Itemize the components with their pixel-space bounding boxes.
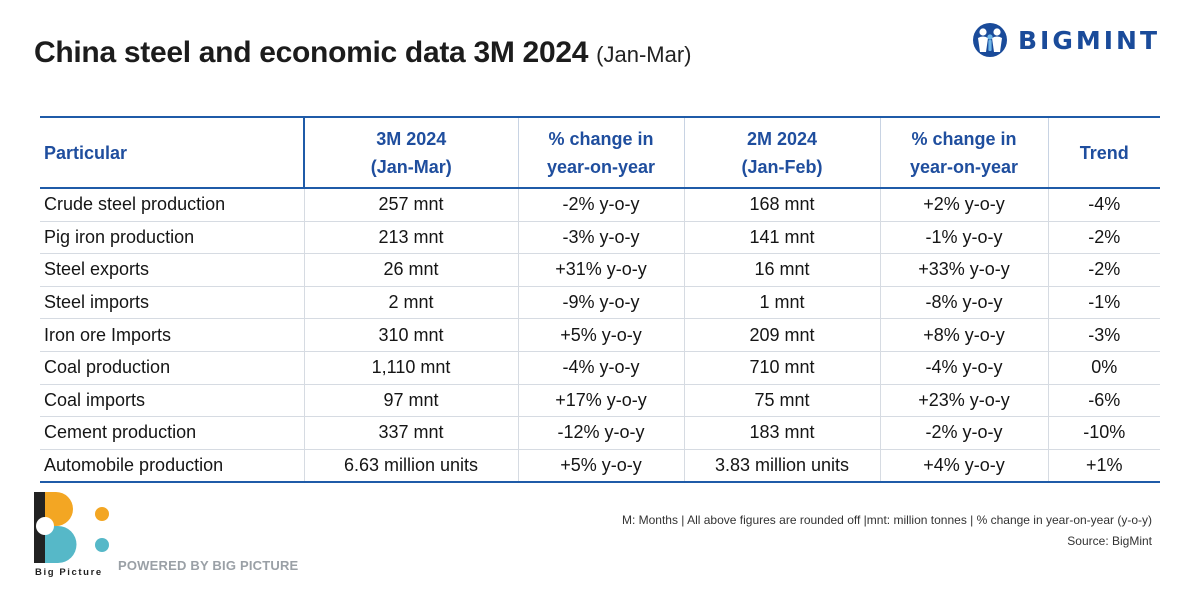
column-header-line: % change in — [548, 128, 654, 149]
source-note: Source: BigMint — [1067, 534, 1152, 548]
table-row: Coal production 1,110 mnt -4% y-o-y 710 mnt… — [40, 351, 1160, 385]
cell-trend: 0% — [1047, 351, 1160, 385]
table-body: Crude steel production 257 mnt -2% y-o-y 16… — [40, 188, 1160, 483]
cell-3m-change: +17% y-o-y — [517, 384, 684, 417]
column-header-line: 3M 2024 — [376, 128, 447, 149]
column-header-line: Particular — [44, 142, 128, 163]
table-row: Steel exports 26 mnt +31% y-o-y 16 mnt +33% … — [40, 253, 1160, 287]
footer-notes: M: Months | All above figures are rounde… — [622, 510, 1152, 552]
cell-3m-value: 337 mnt — [303, 416, 518, 450]
column-header-line: (Jan-Feb) — [741, 156, 823, 177]
column-header-line: year-on-year — [546, 156, 656, 177]
cell-trend: -6% — [1047, 384, 1160, 417]
cell-2m-value: 1 mnt — [683, 286, 880, 319]
cell-3m-change: +5% y-o-y — [517, 318, 684, 352]
cell-2m-change: -8% y-o-y — [879, 286, 1048, 319]
cell-trend: -3% — [1047, 318, 1160, 352]
title-main: China steel and economic data 3M 2024 — [34, 36, 589, 69]
cell-3m-change: -4% y-o-y — [517, 351, 684, 385]
people-logo-icon — [973, 23, 1007, 57]
bigmint-brand: BIGMINT — [972, 22, 1160, 58]
cell-3m-value: 1,110 mnt — [303, 351, 518, 385]
big-picture-logo-icon — [34, 492, 109, 563]
cell-2m-value: 141 mnt — [683, 221, 880, 254]
cell-particular: Cement production — [44, 422, 197, 443]
column-header: % change in year-on-year — [879, 117, 1048, 188]
cell-trend: -2% — [1047, 221, 1160, 254]
cell-3m-value: 97 mnt — [303, 384, 518, 417]
cell-3m-value: 213 mnt — [303, 221, 518, 254]
cell-2m-value: 16 mnt — [683, 253, 880, 287]
column-header: 3M 2024 (Jan-Mar) — [303, 117, 518, 188]
title-period: (Jan-Mar) — [596, 42, 692, 67]
column-header: Trend — [1047, 117, 1160, 188]
cell-3m-change: -2% y-o-y — [517, 188, 684, 222]
cell-2m-change: -2% y-o-y — [879, 416, 1048, 450]
cell-particular: Iron ore Imports — [44, 324, 172, 345]
powered-by: POWERED BY BIG PICTURE — [118, 558, 299, 573]
cell-trend: -2% — [1047, 253, 1160, 287]
big-picture-label: Big Picture — [35, 567, 103, 578]
cell-particular: Automobile production — [44, 455, 224, 476]
cell-trend: -1% — [1047, 286, 1160, 319]
cell-3m-change: -12% y-o-y — [517, 416, 684, 450]
footnote: M: Months | All above figures are rounde… — [621, 513, 1152, 527]
cell-2m-change: +8% y-o-y — [879, 318, 1048, 352]
cell-trend: +1% — [1047, 449, 1160, 483]
data-table: Particular 3M 2024 (Jan-Mar) % change in… — [40, 116, 1160, 483]
cell-trend: -10% — [1047, 416, 1160, 450]
cell-particular: Crude steel production — [44, 194, 226, 215]
column-header-line: (Jan-Mar) — [370, 156, 452, 177]
cell-particular: Coal production — [44, 357, 171, 378]
cell-2m-value: 710 mnt — [683, 351, 880, 385]
table-row: Crude steel production 257 mnt -2% y-o-y 16… — [40, 188, 1160, 222]
cell-3m-value: 257 mnt — [303, 188, 518, 222]
cell-trend: -4% — [1047, 188, 1160, 222]
cell-3m-value: 310 mnt — [303, 318, 518, 352]
page-title: China steel and economic data 3M 2024 (J… — [34, 36, 692, 70]
cell-particular: Coal imports — [44, 389, 146, 410]
cell-2m-value: 209 mnt — [683, 318, 880, 352]
cell-2m-change: +4% y-o-y — [879, 449, 1048, 483]
cell-2m-value: 3.83 million units — [683, 449, 880, 483]
column-header-line: year-on-year — [909, 156, 1019, 177]
table-row: Steel imports 2 mnt -9% y-o-y 1 mnt -8% y-o-… — [40, 286, 1160, 319]
column-header-line: 2M 2024 — [746, 128, 818, 149]
table-row: Pig iron production 213 mnt -3% y-o-y 141 m… — [40, 221, 1160, 254]
cell-particular: Pig iron production — [44, 226, 195, 247]
brand-name: BIGMINT — [1018, 25, 1161, 55]
table-row: Coal imports 97 mnt +17% y-o-y 75 mnt +23% y… — [40, 384, 1160, 417]
cell-3m-value: 2 mnt — [303, 286, 518, 319]
table-row: Iron ore Imports 310 mnt +5% y-o-y 209 mnt +… — [40, 318, 1160, 352]
table-header-row: Particular 3M 2024 (Jan-Mar) % change in… — [40, 117, 1160, 188]
cell-particular: Steel imports — [44, 292, 150, 313]
cell-2m-change: +2% y-o-y — [879, 188, 1048, 222]
cell-2m-value: 183 mnt — [683, 416, 880, 450]
column-header: % change in year-on-year — [517, 117, 684, 188]
column-header-line: Trend — [1079, 142, 1129, 163]
cell-3m-change: -9% y-o-y — [517, 286, 684, 319]
column-header: Particular — [40, 117, 304, 188]
cell-2m-change: -4% y-o-y — [879, 351, 1048, 385]
table-row: Automobile production 6.63 million units +… — [40, 449, 1160, 483]
cell-2m-value: 168 mnt — [683, 188, 880, 222]
cell-3m-value: 6.63 million units — [303, 449, 518, 483]
cell-2m-change: -1% y-o-y — [879, 221, 1048, 254]
cell-3m-value: 26 mnt — [303, 253, 518, 287]
cell-2m-change: +33% y-o-y — [879, 253, 1048, 287]
column-header-line: % change in — [911, 128, 1017, 149]
cell-3m-change: -3% y-o-y — [517, 221, 684, 254]
cell-2m-value: 75 mnt — [683, 384, 880, 417]
cell-2m-change: +23% y-o-y — [879, 384, 1048, 417]
column-header: 2M 2024 (Jan-Feb) — [683, 117, 880, 188]
cell-3m-change: +5% y-o-y — [517, 449, 684, 483]
cell-3m-change: +31% y-o-y — [517, 253, 684, 287]
table-row: Cement production 337 mnt -12% y-o-y 183 mn… — [40, 416, 1160, 450]
cell-particular: Steel exports — [44, 259, 150, 280]
